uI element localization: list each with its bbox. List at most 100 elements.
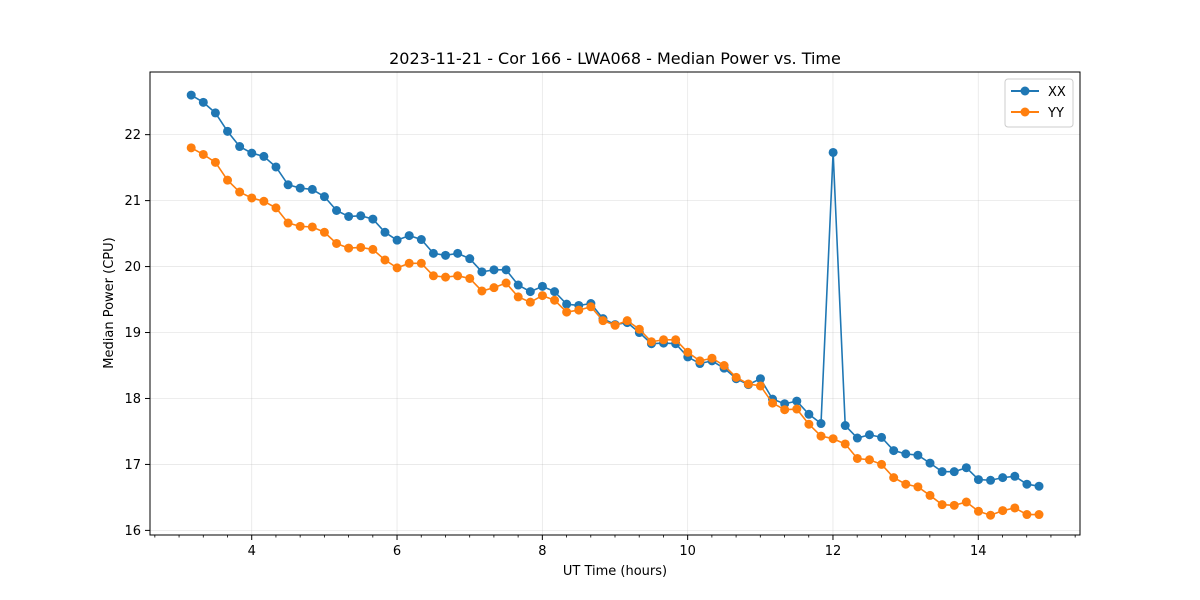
data-point-xx	[319, 192, 329, 202]
data-point-xx	[562, 299, 572, 309]
data-point-yy	[416, 258, 426, 268]
data-point-yy	[743, 379, 753, 389]
data-point-yy	[428, 271, 438, 281]
data-point-xx	[259, 151, 269, 161]
data-point-xx	[804, 409, 814, 419]
data-point-xx	[186, 90, 196, 100]
data-point-xx	[816, 419, 826, 429]
y-axis-label: Median Power (CPU)	[102, 237, 117, 368]
data-point-xx	[404, 231, 414, 241]
data-point-yy	[332, 238, 342, 248]
data-point-xx	[973, 475, 983, 485]
data-point-xx	[283, 180, 293, 190]
x-tick-label: 8	[538, 544, 546, 559]
data-point-xx	[210, 108, 220, 118]
data-point-yy	[889, 473, 899, 483]
data-point-yy	[465, 273, 475, 283]
data-point-xx	[913, 450, 923, 460]
data-point-yy	[259, 196, 269, 206]
data-point-yy	[634, 324, 644, 334]
data-point-xx	[877, 432, 887, 442]
data-point-xx	[271, 162, 281, 172]
data-point-yy	[223, 175, 233, 185]
data-point-xx	[453, 248, 463, 258]
y-tick-label: 17	[124, 458, 141, 473]
data-point-xx	[356, 211, 366, 221]
data-point-xx	[937, 467, 947, 477]
legend-marker-xx	[1020, 86, 1030, 96]
data-point-xx	[465, 254, 475, 264]
y-tick-label: 16	[124, 524, 141, 539]
data-point-yy	[695, 356, 705, 366]
data-point-yy	[610, 320, 620, 330]
axes: 4 6 8 10 12 14 16 17 18 19 20 21 22	[124, 128, 1076, 559]
data-point-yy	[344, 243, 354, 253]
data-point-xx	[852, 433, 862, 443]
data-point-yy	[622, 316, 632, 326]
data-point-yy	[186, 143, 196, 153]
data-point-yy	[804, 419, 814, 429]
x-tick-label: 12	[825, 544, 842, 559]
data-point-yy	[550, 295, 560, 305]
legend-label-yy: YY	[1047, 106, 1064, 121]
data-point-yy	[852, 453, 862, 463]
y-tick-label: 19	[124, 326, 141, 341]
data-point-yy	[998, 506, 1008, 516]
data-point-yy	[840, 439, 850, 449]
data-point-yy	[659, 335, 669, 345]
data-point-xx	[828, 147, 838, 157]
data-point-xx	[477, 267, 487, 277]
data-point-xx	[998, 473, 1008, 483]
data-point-yy	[973, 506, 983, 516]
data-point-yy	[525, 297, 535, 307]
data-point-yy	[198, 149, 208, 159]
data-point-xx	[986, 475, 996, 485]
y-tick-label: 20	[124, 260, 141, 275]
data-point-xx	[392, 235, 402, 245]
data-point-yy	[780, 405, 790, 415]
data-point-yy	[489, 283, 499, 293]
data-point-yy	[901, 479, 911, 489]
data-point-xx	[441, 250, 451, 260]
data-point-xx	[889, 446, 899, 456]
data-point-xx	[901, 449, 911, 459]
data-point-yy	[574, 305, 584, 315]
data-point-xx	[525, 287, 535, 297]
data-point-yy	[816, 431, 826, 441]
data-point-xx	[1022, 479, 1032, 489]
data-point-yy	[247, 193, 257, 203]
data-point-yy	[792, 404, 802, 414]
data-point-xx	[247, 148, 257, 158]
data-point-yy	[404, 258, 414, 268]
data-point-yy	[961, 497, 971, 507]
data-point-yy	[828, 434, 838, 444]
data-point-yy	[319, 227, 329, 237]
legend: XX YY	[1004, 78, 1074, 128]
data-point-xx	[755, 374, 765, 384]
data-point-yy	[731, 372, 741, 382]
data-point-xx	[307, 184, 317, 194]
data-point-yy	[755, 381, 765, 391]
y-tick-label: 22	[124, 128, 141, 143]
data-point-xx	[489, 265, 499, 275]
data-point-xx	[416, 235, 426, 245]
grid	[150, 72, 1080, 535]
data-point-yy	[235, 187, 245, 197]
data-point-yy	[671, 335, 681, 345]
data-point-yy	[877, 459, 887, 469]
data-point-yy	[380, 255, 390, 265]
data-point-xx	[513, 280, 523, 290]
data-point-xx	[332, 206, 342, 215]
y-tick-label: 18	[124, 392, 141, 407]
data-point-yy	[719, 361, 729, 370]
legend-label-xx: XX	[1048, 85, 1066, 100]
data-point-xx	[864, 430, 874, 440]
x-tick-label: 4	[248, 544, 256, 559]
data-point-yy	[356, 242, 366, 252]
data-point-yy	[937, 500, 947, 510]
y-tick-label: 21	[124, 194, 141, 209]
data-point-xx	[961, 463, 971, 473]
chart-title: 2023-11-21 - Cor 166 - LWA068 - Median P…	[389, 49, 841, 68]
data-point-xx	[537, 281, 547, 291]
